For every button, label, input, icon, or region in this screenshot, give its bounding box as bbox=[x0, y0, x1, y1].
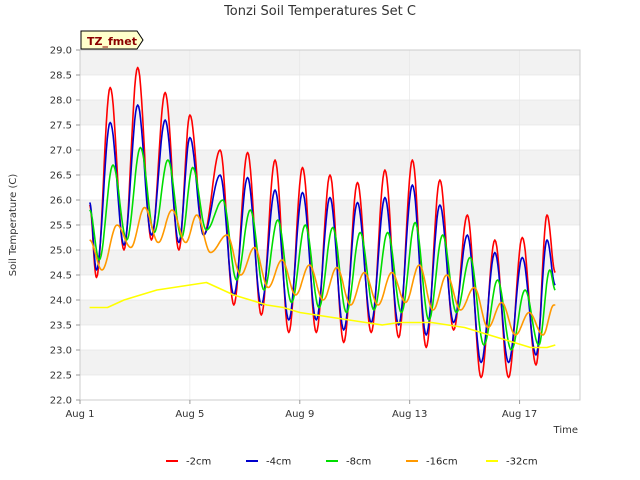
y-tick-label: 25.5 bbox=[50, 221, 72, 232]
y-tick-label: 24.5 bbox=[50, 271, 72, 282]
grid-band bbox=[80, 100, 580, 125]
grid-band bbox=[80, 250, 580, 275]
series-line-minus-8cm bbox=[89, 146, 556, 351]
y-axis-label: Soil Temperature (C) bbox=[8, 174, 19, 277]
y-tick-label: 24.0 bbox=[50, 296, 72, 307]
y-tick-label: 27.5 bbox=[50, 121, 72, 132]
y-tick-label: 23.0 bbox=[50, 346, 72, 357]
series-line-minus-32cm bbox=[89, 281, 556, 349]
legend-label: -2cm bbox=[186, 457, 211, 468]
grid-band bbox=[80, 350, 580, 375]
legend-item: -4cm bbox=[246, 457, 291, 468]
legend-label: -32cm bbox=[506, 457, 538, 468]
grid-band bbox=[80, 150, 580, 175]
y-tick-labels: 22.0 22.5 23.0 23.5 24.0 24.5 25.0 25.5 26.0 26.5… bbox=[50, 46, 80, 407]
legend: -2cm -4cm -8cm -16cm -32cm bbox=[166, 457, 538, 468]
badge-label: TZ_fmet bbox=[87, 35, 137, 48]
y-tick-label: 26.0 bbox=[50, 196, 72, 207]
x-tick-label: Aug 1 bbox=[65, 409, 94, 420]
site-badge: TZ_fmet bbox=[80, 30, 144, 50]
legend-label: -16cm bbox=[426, 457, 458, 468]
series-lines bbox=[88, 66, 556, 379]
badge-box bbox=[80, 30, 144, 50]
y-tick-label: 28.0 bbox=[50, 96, 72, 107]
y-tick-label: 22.0 bbox=[50, 396, 72, 407]
y-tick-label: 25.0 bbox=[50, 246, 72, 257]
y-tick-label: 23.5 bbox=[50, 321, 72, 332]
legend-item: -8cm bbox=[326, 457, 371, 468]
legend-item: -32cm bbox=[486, 457, 538, 468]
series-line-minus-4cm bbox=[88, 104, 556, 364]
legend-item: -2cm bbox=[166, 457, 211, 468]
y-tick-label: 22.5 bbox=[50, 371, 72, 382]
x-tick-label: Aug 17 bbox=[502, 409, 537, 420]
x-tick-label: Aug 13 bbox=[392, 409, 427, 420]
x-tick-label: Aug 5 bbox=[175, 409, 204, 420]
x-tick-label: Aug 9 bbox=[285, 409, 314, 420]
series-line-minus-16cm bbox=[89, 206, 556, 336]
y-tick-label: 29.0 bbox=[50, 46, 72, 57]
grid-band bbox=[80, 50, 580, 75]
legend-item: -16cm bbox=[406, 457, 458, 468]
legend-label: -8cm bbox=[346, 457, 371, 468]
grid-band bbox=[80, 300, 580, 325]
y-tick-label: 26.5 bbox=[50, 171, 72, 182]
grid-band bbox=[80, 200, 580, 225]
legend-label: -4cm bbox=[266, 457, 291, 468]
chart-title: Tonzi Soil Temperatures Set C bbox=[223, 4, 416, 19]
x-axis-label: Time bbox=[553, 425, 578, 436]
x-tick-labels: Aug 1 Aug 5 Aug 9 Aug 13 Aug 17 bbox=[65, 400, 537, 420]
y-tick-label: 28.5 bbox=[50, 71, 72, 82]
y-tick-label: 27.0 bbox=[50, 146, 72, 157]
